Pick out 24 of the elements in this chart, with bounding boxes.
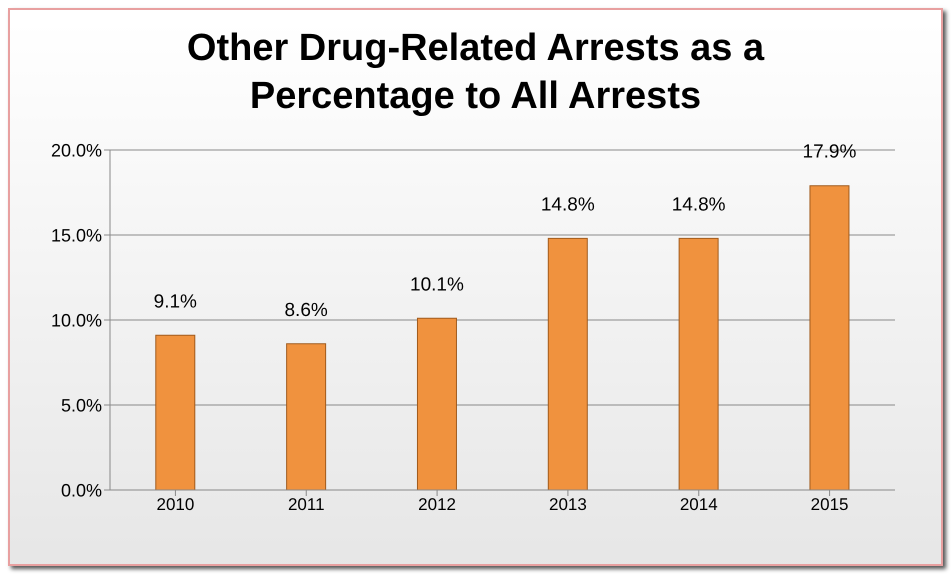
data-label: 9.1%	[154, 291, 198, 312]
x-tick-label: 2010	[156, 495, 194, 514]
x-tick-label: 2013	[549, 495, 587, 514]
x-tick-label: 2015	[810, 495, 848, 514]
x-tick-label: 2012	[418, 495, 456, 514]
data-label: 17.9%	[802, 142, 856, 163]
x-tick-label: 2011	[288, 495, 325, 514]
data-label: 14.8%	[672, 194, 726, 216]
y-tick-label: 5.0%	[60, 395, 102, 416]
bar	[678, 238, 719, 490]
bar	[155, 334, 196, 490]
bar	[286, 343, 326, 490]
bar	[416, 318, 457, 490]
y-tick-label: 10.0%	[50, 310, 102, 330]
y-tick-label: 20.0%	[50, 140, 102, 160]
data-label: 10.1%	[410, 274, 464, 296]
chart-title: Other Drug-Related Arrests as a Percentage to All Arrests	[186, 26, 766, 119]
x-tick-label: 2014	[680, 495, 718, 514]
bar	[548, 238, 588, 490]
y-tick-label: 0.0%	[60, 480, 102, 500]
data-label: 14.8%	[540, 194, 595, 216]
data-label: 8.6%	[284, 300, 328, 321]
y-tick-label: 15.0%	[50, 225, 102, 246]
bar	[809, 185, 850, 490]
